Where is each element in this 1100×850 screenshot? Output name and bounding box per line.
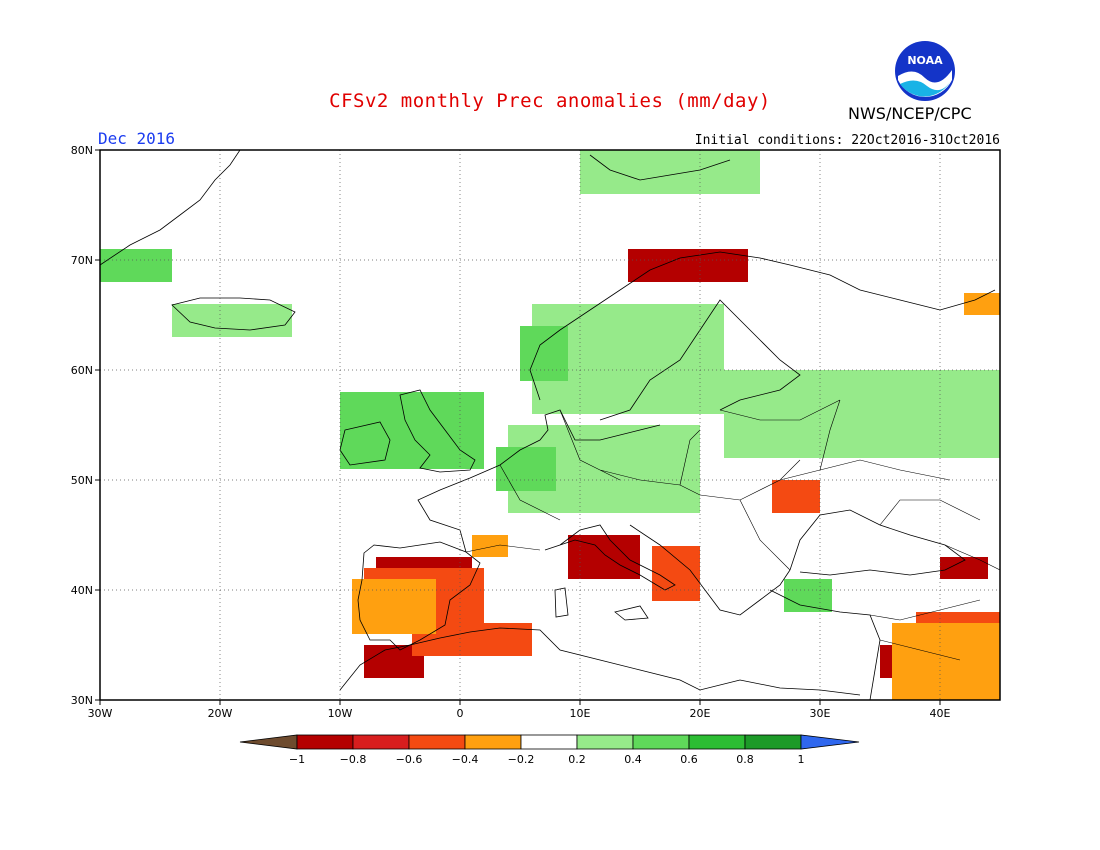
- colorbar-label: −1: [289, 753, 305, 766]
- coastline-great-britain: [399, 389, 476, 473]
- lat-tick-label: 60N: [71, 364, 93, 377]
- logo-text: NOAA: [907, 54, 943, 67]
- anomaly-region-15: [892, 623, 1000, 700]
- country-borders: [465, 399, 1000, 661]
- anomaly-region-9: [652, 546, 700, 601]
- lon-tick-label: 30E: [810, 707, 831, 720]
- chart-title: CFSv2 monthly Prec anomalies (mm/day): [329, 90, 771, 112]
- axis-ticks: 30W 20W 10W 0 10E 20E 30E 40E 30N 40N 50N 60N 70N 80N: [71, 144, 951, 720]
- anomaly-region-10: [772, 480, 820, 513]
- lon-tick-label: 20W: [208, 707, 233, 720]
- anomaly-region-14: [964, 293, 1000, 315]
- anomaly-region-4: [628, 249, 748, 282]
- lat-tick-label: 70N: [71, 254, 93, 267]
- colorbar-label: 0.6: [680, 753, 698, 766]
- anomaly-region-13: [352, 579, 436, 634]
- month-label: Dec 2016: [98, 129, 176, 148]
- coastline-sardinia: [554, 587, 569, 618]
- coastline-sweden-finland: [599, 299, 801, 421]
- colorbar-swatch: [296, 734, 354, 750]
- coastline-scandinavia: [529, 251, 996, 401]
- colorbar-label: 0.4: [624, 753, 642, 766]
- anomaly-layer: [100, 150, 1000, 700]
- anomaly-region-24: [100, 249, 172, 282]
- anomaly-region-12: [472, 535, 508, 557]
- coastline-iberia: [357, 541, 481, 651]
- lat-tick-label: 50N: [71, 474, 93, 487]
- colorbar-label: −0.2: [508, 753, 535, 766]
- anomaly-region-23: [520, 326, 568, 381]
- coastline-italy: [544, 524, 676, 591]
- noaa-logo-icon: NOAA: [895, 41, 955, 101]
- colorbar-swatch: [632, 734, 690, 750]
- coastline-svalbard: [589, 154, 731, 181]
- colorbar-swatch: [744, 734, 802, 750]
- map-frame: [99, 149, 1001, 701]
- colorbar-label: 0.8: [736, 753, 754, 766]
- lat-tick-label: 40N: [71, 584, 93, 597]
- lon-tick-label: 0: [457, 707, 464, 720]
- lon-tick-label: 20E: [690, 707, 711, 720]
- anomaly-region-5: [940, 557, 988, 579]
- coastline-balkans: [629, 524, 791, 616]
- colorbar: −1 −0.8 −0.6 −0.4 −0.2 0.2 0.4 0.6 0.8 1: [239, 734, 860, 766]
- colorbar-label: 1: [798, 753, 805, 766]
- colorbar-label: −0.6: [396, 753, 423, 766]
- anomaly-region-19: [172, 304, 292, 337]
- colorbar-swatch: [352, 734, 410, 750]
- colorbar-low-arrow: [239, 734, 298, 750]
- coastline-sicily: [614, 605, 649, 621]
- anomaly-region-20: [580, 150, 760, 194]
- anomaly-region-25: [784, 579, 832, 612]
- colorbar-label: 0.2: [568, 753, 586, 766]
- initial-conditions-label: Initial conditions: 22Oct2016-31Oct2016: [694, 133, 1000, 148]
- colorbar-swatch: [408, 734, 466, 750]
- anomaly-region-3: [568, 535, 640, 579]
- lon-tick-label: 40E: [930, 707, 951, 720]
- lon-tick-label: 10E: [570, 707, 591, 720]
- lon-tick-label: 30W: [88, 707, 113, 720]
- coastline-western-europe: [417, 409, 661, 553]
- colorbar-swatch: [520, 734, 578, 750]
- organization-label: NWS/NCEP/CPC: [848, 104, 972, 123]
- anomaly-region-21: [340, 392, 484, 469]
- colorbar-swatch: [464, 734, 522, 750]
- colorbar-high-arrow: [800, 734, 860, 750]
- colorbar-label: −0.4: [452, 753, 479, 766]
- colorbar-swatch: [688, 734, 746, 750]
- colorbar-label: −0.8: [340, 753, 367, 766]
- coastlines: [100, 150, 1000, 700]
- anomaly-region-18: [724, 370, 1000, 458]
- coastline-north-africa: [339, 627, 861, 696]
- anomaly-region-22: [496, 447, 556, 491]
- colorbar-swatch: [576, 734, 634, 750]
- lat-tick-label: 30N: [71, 694, 93, 707]
- lon-tick-label: 10W: [328, 707, 353, 720]
- lat-tick-label: 80N: [71, 144, 93, 157]
- coastline-greenland: [100, 150, 241, 266]
